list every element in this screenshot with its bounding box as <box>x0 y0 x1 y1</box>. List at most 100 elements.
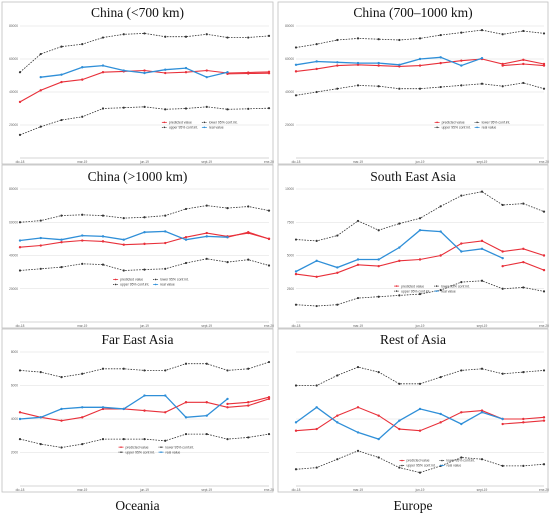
legend-marker <box>163 126 166 129</box>
data-point <box>439 205 442 208</box>
data-point <box>315 239 318 242</box>
data-point <box>184 35 188 38</box>
data-point <box>184 238 188 241</box>
data-point <box>356 63 360 66</box>
data-point <box>267 264 271 267</box>
data-point <box>18 438 22 441</box>
panel-frame <box>1 164 274 329</box>
chart-panel-1: China (<700 km) 20000 40000 60000 80000 dic-1… <box>1 1 274 165</box>
data-point <box>336 234 339 237</box>
series-real-value <box>39 64 229 79</box>
data-point <box>39 244 42 247</box>
panel-frame <box>1 328 274 493</box>
data-point <box>315 406 318 409</box>
x-tick-label: ene-20 <box>539 488 549 492</box>
legend-label: lower 95% conf.int. <box>166 445 195 449</box>
legend-marker <box>203 121 206 124</box>
data-point <box>143 369 146 372</box>
legend-marker <box>120 451 122 453</box>
data-point <box>81 43 84 46</box>
data-point <box>18 269 22 272</box>
y-tick-label: 20000 <box>9 123 18 127</box>
data-point <box>315 259 318 263</box>
data-point <box>226 261 229 264</box>
data-point <box>60 45 63 48</box>
data-point <box>294 429 298 432</box>
x-tick-label: sept-19 <box>477 324 488 328</box>
data-point <box>247 231 250 234</box>
series-predicted-line <box>294 239 546 278</box>
y-tick-label: 20000 <box>9 287 18 291</box>
data-point <box>377 85 380 88</box>
data-point <box>336 271 339 274</box>
data-point <box>60 376 63 379</box>
data-point <box>184 236 188 239</box>
data-point <box>294 270 298 273</box>
data-point <box>205 75 208 79</box>
data-point <box>356 449 360 452</box>
data-point <box>418 64 422 67</box>
chart-panel-5: Far East Asia 2000 4000 6000 8000 dic-18 mar-1… <box>1 328 274 493</box>
series-lower-95 <box>18 257 271 272</box>
data-point <box>439 85 442 89</box>
data-point <box>39 443 42 446</box>
data-point <box>460 64 463 67</box>
data-point <box>294 70 298 73</box>
data-point <box>377 264 380 268</box>
data-point <box>184 432 188 436</box>
data-point <box>18 221 22 224</box>
data-point <box>294 384 298 387</box>
data-point <box>377 258 380 261</box>
x-tick-label: ene-20 <box>539 160 549 164</box>
data-point <box>60 241 63 244</box>
legend-marker <box>114 278 117 281</box>
x-tick-label: jun-19 <box>139 324 149 328</box>
data-point <box>522 58 525 62</box>
data-point <box>315 304 318 308</box>
data-point <box>205 362 208 365</box>
data-point <box>143 409 146 412</box>
data-point <box>18 417 22 421</box>
data-point <box>18 245 22 249</box>
legend-marker <box>154 283 157 286</box>
legend-label: upper 95% conf.int. <box>169 126 198 130</box>
series-predicted-line <box>18 231 271 249</box>
data-point <box>267 237 271 241</box>
data-point <box>184 107 188 110</box>
data-point <box>480 239 484 243</box>
data-point <box>377 295 380 298</box>
data-point <box>81 262 84 265</box>
data-point <box>226 406 229 409</box>
y-tick-label: 10000 <box>285 187 294 191</box>
series-line <box>19 394 228 420</box>
data-point <box>460 422 463 426</box>
data-point <box>143 32 146 35</box>
data-point <box>460 456 463 459</box>
data-point <box>39 219 42 222</box>
legend-marker <box>120 446 122 448</box>
data-point <box>184 207 188 211</box>
legend: predicted value lower 95% conf.int. upper … <box>118 445 195 454</box>
data-point <box>480 247 484 251</box>
data-point <box>460 84 463 87</box>
x-tick-label: jun-19 <box>415 160 425 164</box>
data-point <box>480 56 484 60</box>
data-point <box>267 397 271 401</box>
legend-marker <box>114 283 117 286</box>
data-point <box>480 82 484 85</box>
data-point <box>226 72 229 76</box>
data-point <box>336 61 339 64</box>
data-point <box>522 417 525 421</box>
data-point <box>522 286 525 289</box>
series-lower-95 <box>294 279 546 308</box>
x-tick-label: mar-19 <box>77 160 87 164</box>
legend-label: predicted value <box>126 445 149 449</box>
data-point <box>418 407 422 411</box>
data-point <box>480 29 484 32</box>
data-point <box>267 209 271 212</box>
data-point <box>522 29 525 33</box>
data-point <box>377 64 380 67</box>
data-point <box>122 243 125 246</box>
data-point <box>267 360 271 364</box>
data-point <box>226 438 229 441</box>
